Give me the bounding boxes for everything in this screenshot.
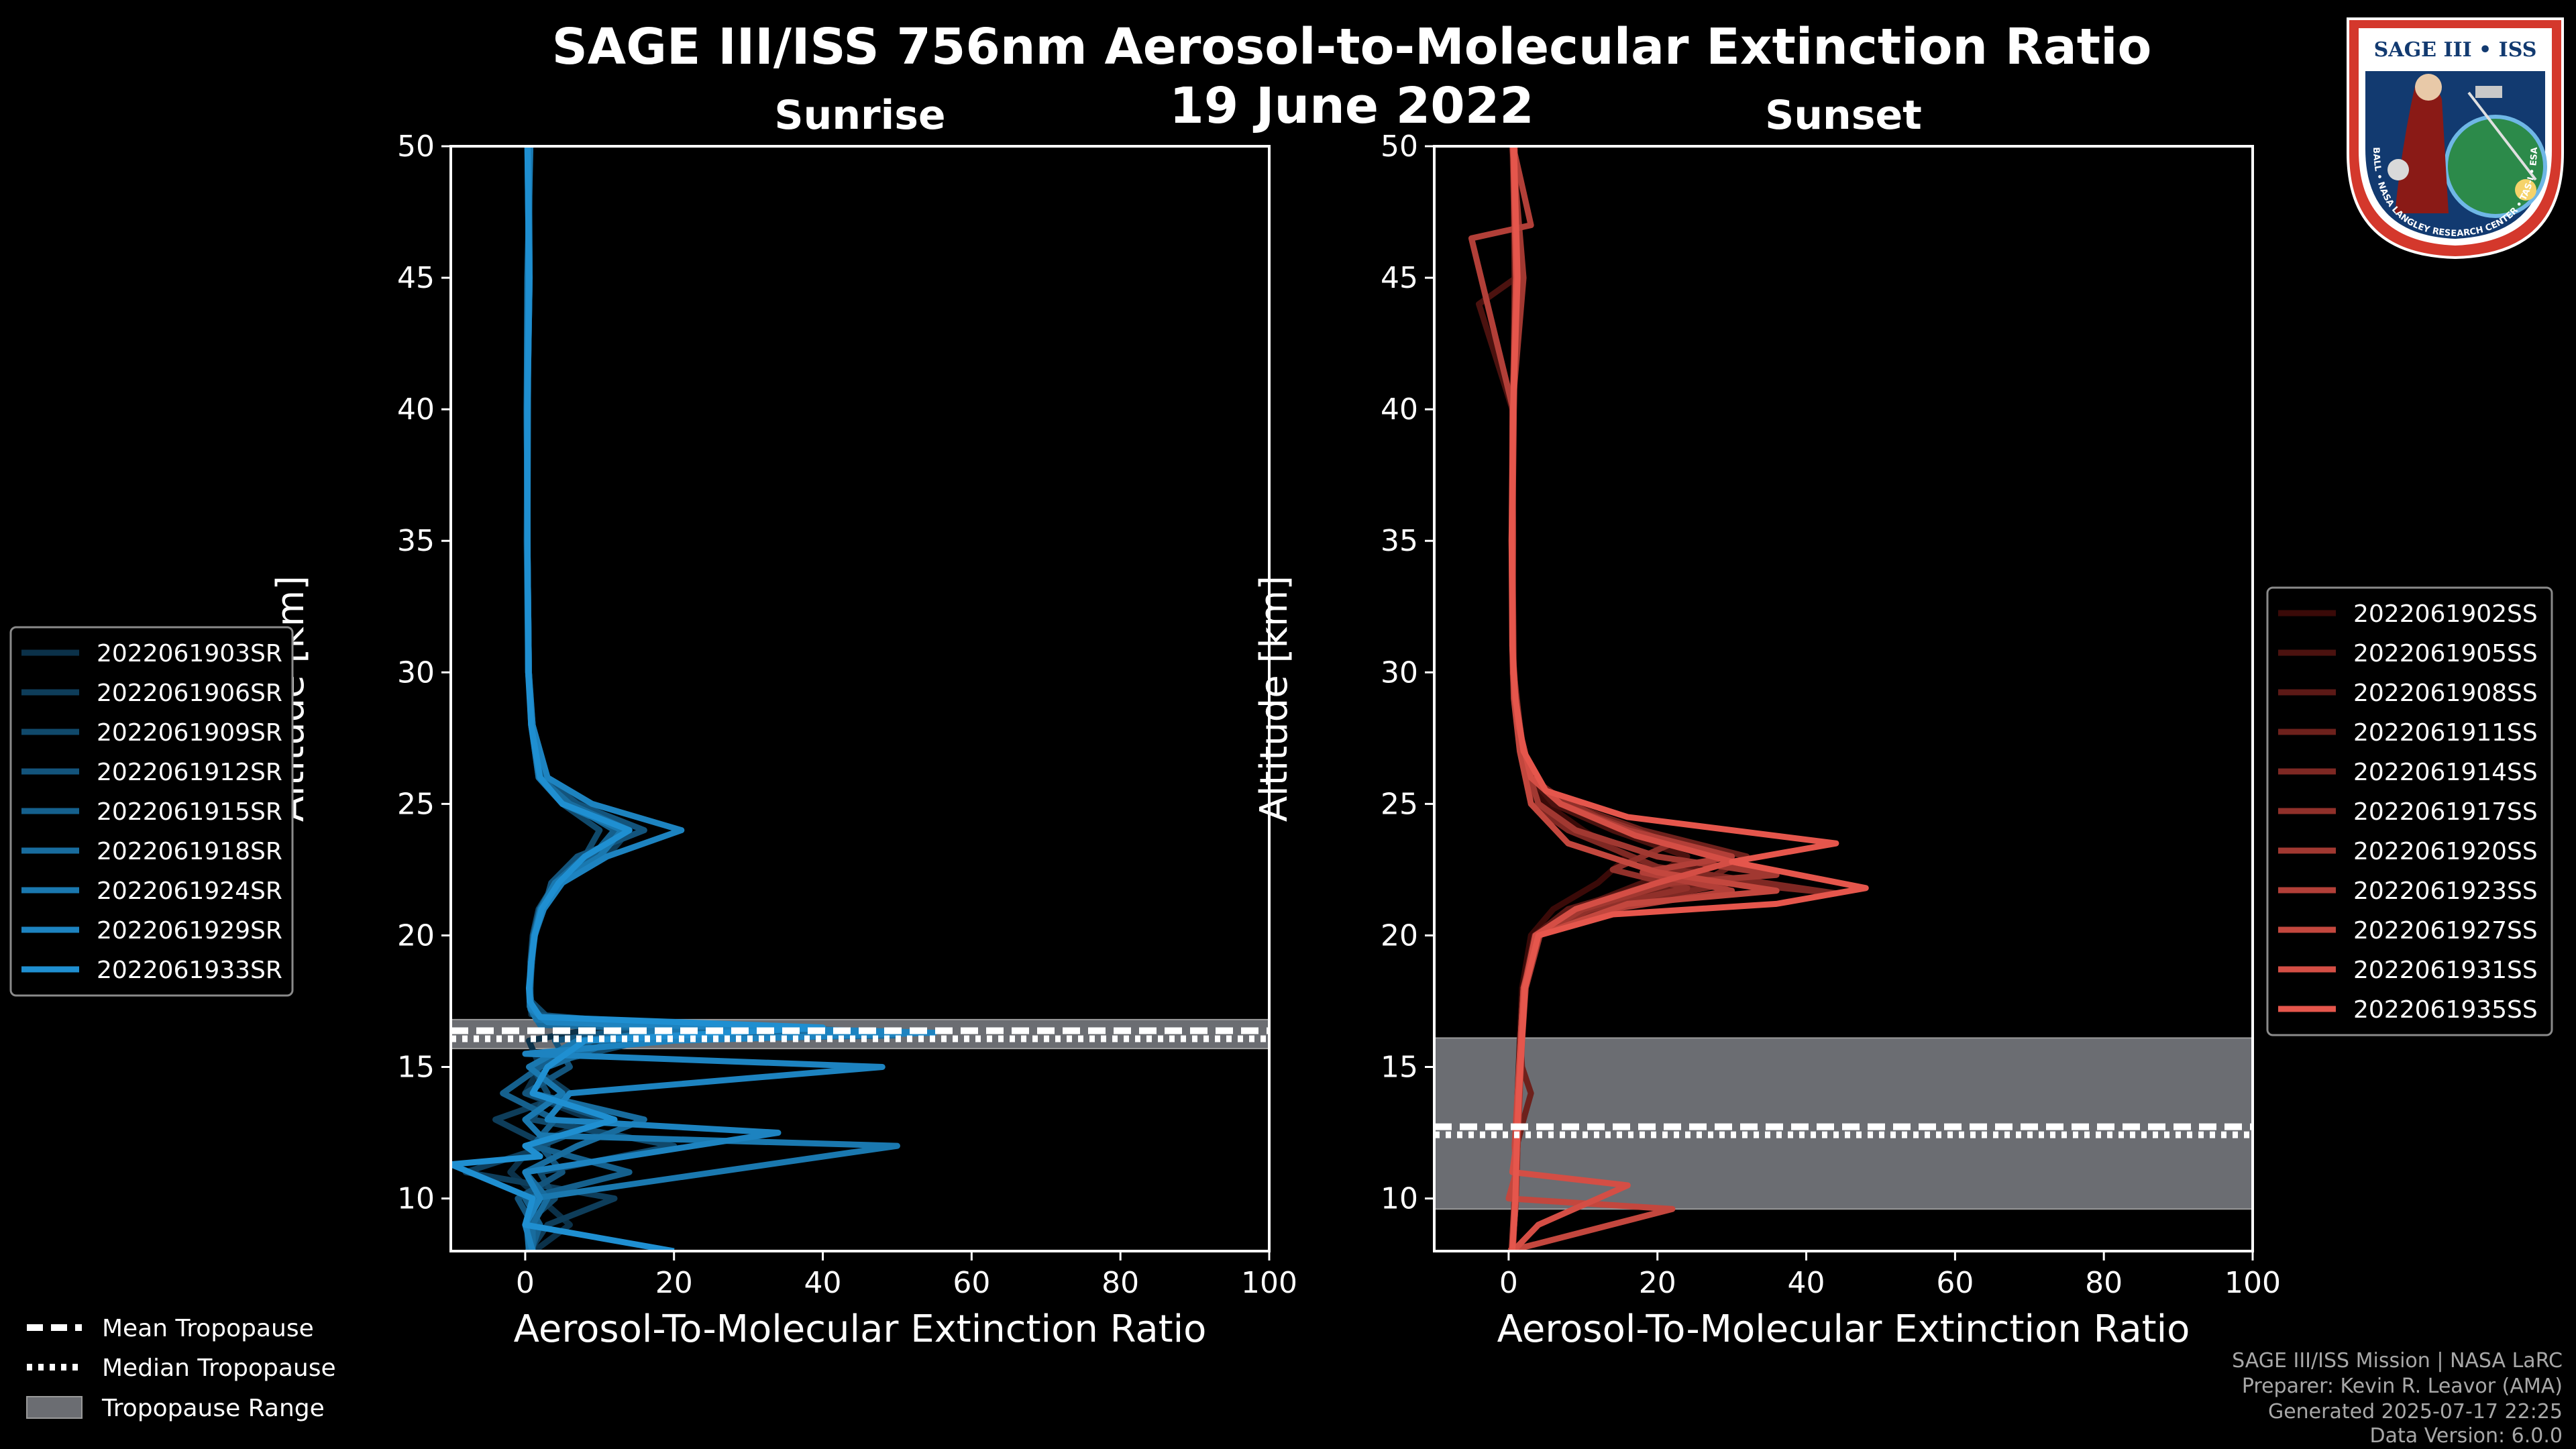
y-tick-label: 20	[1381, 918, 1418, 953]
tropopause-range-swatch	[26, 1396, 83, 1419]
legend-label-2022061931SS: 2022061931SS	[2353, 957, 2538, 984]
logo-moon-icon	[2387, 159, 2409, 180]
sage-iii-iss-mission-logo: SAGE III • ISS BALL • NASA LANGLEY RESEA…	[2347, 17, 2564, 260]
legend-sunset: 2022061902SS 2022061905SS 2022061908SS 2022…	[2266, 586, 2553, 1036]
y-axis-label: Altitude [km]	[1252, 576, 1296, 822]
legend-label-2022061927SS: 2022061927SS	[2353, 917, 2538, 945]
y-tick-label: 10	[1381, 1182, 1418, 1216]
x-axis-label: Aerosol-To-Molecular Extinction Ratio	[1497, 1307, 2190, 1351]
y-tick-label: 25	[397, 787, 435, 821]
credit-line-mission: SAGE III/ISS Mission | NASA LaRC	[2232, 1349, 2563, 1373]
logo-iss-station-icon	[2475, 86, 2502, 98]
panel-title: Sunrise	[774, 92, 945, 139]
y-tick-label: 15	[397, 1051, 435, 1085]
legend-box	[2266, 586, 2553, 1036]
range-tropopause-legend-label: Tropopause Range	[101, 1395, 325, 1422]
x-tick-label: 80	[2085, 1266, 2123, 1300]
legend-label-2022061915SR: 2022061915SR	[97, 798, 282, 826]
legend-label-2022061917SS: 2022061917SS	[2353, 798, 2538, 826]
x-tick-label: 0	[516, 1266, 535, 1300]
logo-title-band	[2365, 34, 2545, 71]
legend-label-2022061920SS: 2022061920SS	[2353, 838, 2538, 865]
legend-label-2022061912SR: 2022061912SR	[97, 759, 282, 786]
logo-sun-icon	[2515, 179, 2536, 201]
y-tick-label: 45	[1381, 261, 1418, 295]
y-tick-label: 45	[397, 261, 435, 295]
figure-title: SAGE III/ISS 756nm Aerosol-to-Molecular …	[552, 18, 2152, 76]
tropopause-legend: Mean Tropopause Median Tropopause Tropopau…	[26, 1315, 336, 1422]
panel-sunrise: Sunrise 0 20 40 60 80 100 10 15 20 25 30 35 40 45 50 Aer…	[269, 92, 1297, 1351]
y-tick-label: 50	[397, 129, 435, 164]
legend-label-2022061911SS: 2022061911SS	[2353, 719, 2538, 747]
y-tick-label: 40	[1381, 392, 1418, 427]
legend-sunrise: 2022061903SR 2022061906SR 2022061909SR 2022…	[9, 626, 294, 997]
x-tick-label: 100	[2224, 1266, 2281, 1300]
legend-label-2022061918SR: 2022061918SR	[97, 838, 282, 865]
legend-label-2022061906SR: 2022061906SR	[97, 680, 282, 707]
x-tick-label: 40	[804, 1266, 842, 1300]
y-tick-label: 50	[1381, 129, 1418, 164]
x-axis-label: Aerosol-To-Molecular Extinction Ratio	[514, 1307, 1207, 1351]
y-tick-label: 35	[1381, 524, 1418, 558]
legend-label-2022061905SS: 2022061905SS	[2353, 640, 2538, 667]
logo-title-text: SAGE III • ISS	[2374, 38, 2537, 62]
series-group	[451, 146, 938, 1251]
legend-label-2022061908SS: 2022061908SS	[2353, 680, 2538, 707]
y-tick-label: 10	[397, 1182, 435, 1216]
series-line-2022061929SR	[522, 146, 938, 1251]
x-tick-label: 80	[1102, 1266, 1139, 1300]
x-tick-label: 100	[1241, 1266, 1297, 1300]
y-tick-label: 40	[397, 392, 435, 427]
logo-scholar-figure-icon	[2395, 84, 2449, 213]
x-tick-label: 20	[1639, 1266, 1676, 1300]
y-tick-label: 30	[397, 655, 435, 690]
credits-block: SAGE III/ISS Mission | NASA LaRC Prepare…	[2232, 1349, 2563, 1448]
y-tick-label: 35	[397, 524, 435, 558]
series-group	[1468, 146, 1869, 1251]
x-tick-label: 0	[1499, 1266, 1518, 1300]
credit-line-generated: Generated 2025-07-17 22:25	[2268, 1400, 2563, 1424]
legend-label-2022061903SR: 2022061903SR	[97, 640, 282, 667]
x-tick-label: 60	[953, 1266, 990, 1300]
credit-line-preparer: Preparer: Kevin R. Leavor (AMA)	[2242, 1375, 2563, 1398]
x-tick-label: 60	[1936, 1266, 1974, 1300]
panel-title: Sunset	[1765, 92, 1922, 139]
plot-frame	[1433, 145, 2254, 1252]
panel-sunset: Sunset 0 20 40 60 80 100 10 15 20 25 30 35 40 45 50 Aero…	[1252, 92, 2281, 1351]
logo-iss-beam-icon	[2467, 91, 2537, 181]
plot-frame	[449, 145, 1271, 1252]
y-tick-label: 15	[1381, 1051, 1418, 1085]
legend-label-2022061933SR: 2022061933SR	[97, 957, 282, 984]
legend-label-2022061929SR: 2022061929SR	[97, 917, 282, 945]
mean-tropopause-legend-label: Mean Tropopause	[102, 1315, 314, 1342]
x-tick-label: 20	[655, 1266, 693, 1300]
series-line-2022061918SR	[522, 146, 900, 1251]
legend-label-2022061924SR: 2022061924SR	[97, 877, 282, 905]
series-line-2022061933SR	[451, 146, 826, 1251]
y-tick-label: 30	[1381, 655, 1418, 690]
y-tick-label: 25	[1381, 787, 1418, 821]
median-tropopause-legend-label: Median Tropopause	[102, 1354, 336, 1382]
series-line-2022061935SS	[1508, 146, 1869, 1251]
credit-line-version: Data Version: 6.0.0	[2370, 1424, 2563, 1448]
y-tick-label: 20	[397, 918, 435, 953]
legend-label-2022061909SR: 2022061909SR	[97, 719, 282, 747]
series-line-2022061924SR	[522, 146, 900, 1251]
legend-label-2022061923SS: 2022061923SS	[2353, 877, 2538, 905]
legend-label-2022061914SS: 2022061914SS	[2353, 759, 2538, 786]
figure-date: 19 June 2022	[1169, 77, 1534, 135]
legend-box	[9, 626, 294, 997]
legend-label-2022061935SS: 2022061935SS	[2353, 996, 2538, 1024]
x-tick-label: 40	[1788, 1266, 1825, 1300]
legend-label-2022061902SS: 2022061902SS	[2353, 600, 2538, 628]
